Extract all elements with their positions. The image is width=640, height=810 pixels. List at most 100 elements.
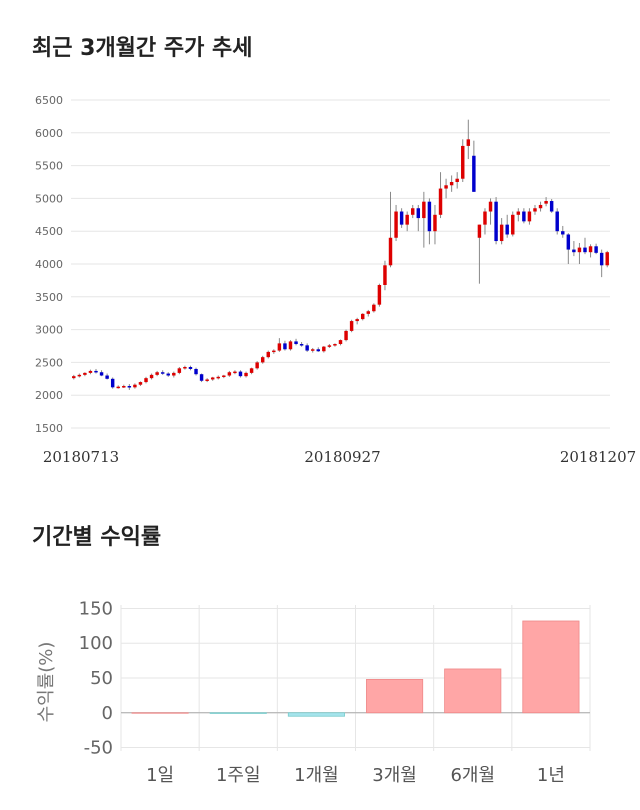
- y-axis-label: 수익률(%): [36, 642, 57, 723]
- candle-body: [422, 201, 426, 219]
- candle-body: [405, 214, 409, 225]
- candle-body: [394, 211, 398, 238]
- candle-body: [316, 349, 320, 352]
- candle-body: [88, 370, 93, 373]
- x-tick-label: 1년: [537, 765, 565, 786]
- candle-body: [355, 319, 359, 322]
- candle-body: [505, 224, 509, 235]
- y-tick-label: 2000: [35, 389, 63, 402]
- candle-body: [533, 208, 537, 212]
- y-tick-label: -50: [84, 738, 113, 759]
- candle-body: [344, 330, 348, 341]
- candle-body: [160, 372, 165, 374]
- candle-body: [172, 372, 176, 376]
- candle-body: [455, 178, 459, 182]
- candle-body: [294, 341, 298, 345]
- candle-body: [77, 374, 82, 377]
- x-tick-label: 20180927: [304, 448, 380, 466]
- candle-body: [411, 208, 415, 215]
- candle-body: [127, 386, 132, 388]
- candle-body: [461, 145, 465, 179]
- return-bar: [366, 678, 424, 714]
- candle-body: [483, 211, 487, 225]
- candle-body: [105, 375, 109, 379]
- return-bar: [209, 712, 267, 714]
- candle-body: [149, 374, 154, 379]
- candle-body: [177, 368, 182, 373]
- candle-body: [338, 340, 343, 345]
- y-tick-label: 3500: [35, 291, 63, 304]
- x-tick-label: 6개월: [450, 765, 495, 786]
- candle-body: [166, 373, 170, 376]
- y-tick-label: 5500: [35, 160, 63, 173]
- candle-body: [299, 344, 304, 346]
- candle-body: [349, 321, 354, 331]
- candle-body: [183, 366, 187, 369]
- candle-body: [477, 224, 482, 238]
- candle-body: [427, 201, 432, 232]
- candle-body: [333, 344, 337, 346]
- candle-body: [488, 201, 493, 212]
- candle-body: [516, 211, 521, 215]
- candle-body: [366, 311, 371, 314]
- y-tick-label: 100: [79, 633, 113, 654]
- candle-body: [599, 252, 604, 266]
- candle-body: [433, 214, 437, 232]
- x-tick-label: 1일: [146, 765, 174, 786]
- candle-body: [260, 357, 265, 363]
- candle-body: [272, 350, 276, 353]
- candle-body: [144, 378, 148, 383]
- candle-body: [444, 185, 448, 189]
- candle-body: [199, 374, 204, 381]
- candle-body: [305, 345, 309, 351]
- candle-body: [283, 343, 287, 350]
- candlestick-chart: 1500 2000 2500 3000 3500 4000 4500 5000 5500 6000…: [35, 94, 636, 466]
- candle-body: [438, 188, 443, 215]
- x-tick-label: 20181207: [560, 448, 636, 466]
- return-bar: [131, 712, 189, 714]
- candle-body: [522, 211, 526, 222]
- candle-body: [94, 370, 98, 373]
- candle-body: [238, 371, 243, 377]
- candle-body: [527, 211, 532, 222]
- y-tick-label: 4000: [35, 258, 63, 271]
- x-tick-label: 20180713: [43, 448, 119, 466]
- x-tick-label: 1주일: [216, 765, 261, 786]
- return-bar: [444, 668, 502, 714]
- x-tick-label: 1개월: [294, 765, 339, 786]
- candle-body: [310, 349, 315, 351]
- candle-body: [594, 246, 598, 253]
- price-trend-title: 최근 3개월간 주가 추세: [32, 36, 253, 61]
- candle-body: [472, 155, 476, 192]
- candle-body: [544, 201, 548, 204]
- candle-body: [466, 139, 471, 146]
- candle-body: [383, 265, 387, 285]
- y-tick-label: 6500: [35, 94, 63, 107]
- candle-body: [227, 372, 232, 376]
- candle-body: [605, 252, 609, 266]
- candle-body: [577, 247, 582, 253]
- candle-body: [388, 237, 393, 266]
- x-tick-label: 3개월: [372, 765, 417, 786]
- y-tick-label: 6000: [35, 127, 63, 140]
- candle-body: [155, 372, 159, 375]
- candle-body: [288, 341, 293, 350]
- candle-body: [194, 368, 198, 375]
- y-tick-label: 2500: [35, 356, 63, 369]
- candle-body: [561, 231, 565, 235]
- candle-body: [555, 211, 559, 232]
- candle-body: [133, 384, 137, 388]
- candle-body: [588, 246, 593, 253]
- candle-body: [110, 378, 115, 388]
- candle-body: [244, 372, 248, 377]
- candle-body: [277, 343, 282, 351]
- y-tick-label: 0: [102, 703, 113, 724]
- y-tick-label: 150: [79, 598, 113, 619]
- candle-body: [377, 284, 382, 305]
- candle-body: [138, 382, 143, 385]
- y-tick-label: 50: [90, 668, 113, 689]
- y-tick-label: 5000: [35, 192, 63, 205]
- candle-body: [222, 375, 226, 378]
- y-tick-label: 1500: [35, 422, 63, 435]
